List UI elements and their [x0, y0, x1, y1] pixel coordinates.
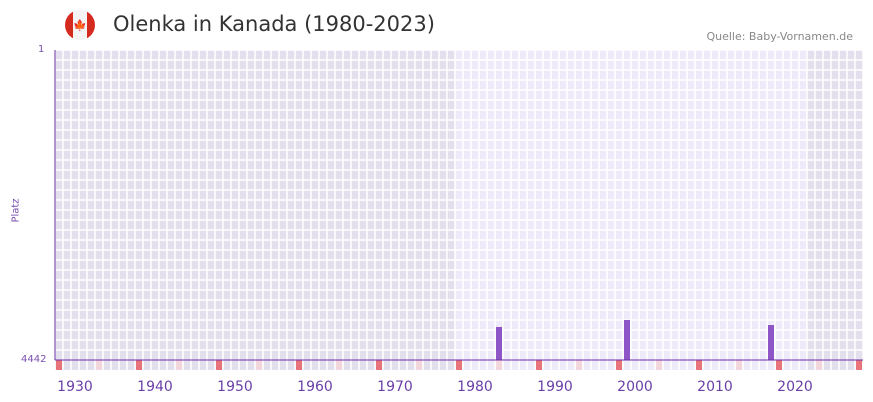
y-tick-top: 1: [38, 44, 45, 55]
minor-tick: [816, 360, 822, 370]
decade-tick: [296, 360, 302, 370]
x-tick-label: 2020: [777, 379, 813, 395]
minor-tick: [656, 360, 662, 370]
x-tick-label: 1930: [57, 379, 93, 395]
x-tick-label: 1940: [137, 379, 173, 395]
decade-tick: [376, 360, 382, 370]
decade-tick: [56, 360, 62, 370]
y-tick-bottom: 4442: [21, 354, 47, 365]
minor-tick: [336, 360, 342, 370]
source-link[interactable]: Quelle: Baby-Vornamen.de: [706, 30, 853, 43]
minor-tick: [576, 360, 582, 370]
decade-tick: [536, 360, 542, 370]
x-tick-label: 1960: [297, 379, 333, 395]
decade-tick: [456, 360, 462, 370]
x-tick-label: 1970: [377, 379, 413, 395]
decade-tick: [616, 360, 622, 370]
x-tick-label: 1980: [457, 379, 493, 395]
bar-1983: [496, 326, 502, 360]
x-tick-label: 2000: [617, 379, 653, 395]
decade-tick: [856, 360, 862, 370]
bar-2017: [768, 325, 774, 360]
decade-tick: [696, 360, 702, 370]
decade-tick: [776, 360, 782, 370]
chart-title: Olenka in Kanada (1980-2023): [113, 12, 435, 36]
canada-flag-icon: 🍁: [65, 10, 95, 40]
x-tick-label: 1990: [537, 379, 573, 395]
minor-tick: [176, 360, 182, 370]
x-tick-label: 2010: [697, 379, 733, 395]
decade-tick: [136, 360, 142, 370]
minor-tick: [256, 360, 262, 370]
minor-tick: [416, 360, 422, 370]
decade-tick: [216, 360, 222, 370]
minor-tick: [96, 360, 102, 370]
x-tick-label: 1950: [217, 379, 253, 395]
bar-1999: [624, 320, 630, 360]
minor-tick: [736, 360, 742, 370]
minor-tick: [496, 360, 502, 370]
